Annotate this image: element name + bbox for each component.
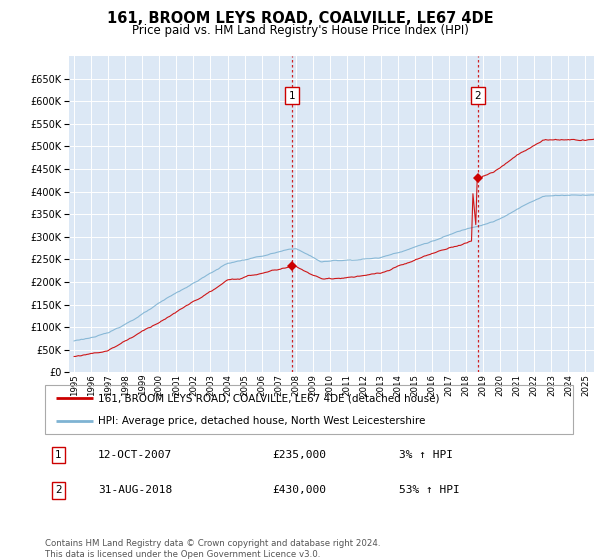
Text: 1: 1: [55, 450, 62, 460]
Text: £430,000: £430,000: [272, 486, 326, 496]
Text: HPI: Average price, detached house, North West Leicestershire: HPI: Average price, detached house, Nort…: [98, 416, 425, 426]
Text: 161, BROOM LEYS ROAD, COALVILLE, LE67 4DE: 161, BROOM LEYS ROAD, COALVILLE, LE67 4D…: [107, 11, 493, 26]
Text: 31-AUG-2018: 31-AUG-2018: [98, 486, 172, 496]
Text: 12-OCT-2007: 12-OCT-2007: [98, 450, 172, 460]
Text: 3% ↑ HPI: 3% ↑ HPI: [399, 450, 453, 460]
Text: 53% ↑ HPI: 53% ↑ HPI: [399, 486, 460, 496]
Text: 2: 2: [55, 486, 62, 496]
Text: 1: 1: [289, 91, 295, 101]
Text: £235,000: £235,000: [272, 450, 326, 460]
Text: Contains HM Land Registry data © Crown copyright and database right 2024.
This d: Contains HM Land Registry data © Crown c…: [45, 539, 380, 559]
Text: 161, BROOM LEYS ROAD, COALVILLE, LE67 4DE (detached house): 161, BROOM LEYS ROAD, COALVILLE, LE67 4D…: [98, 393, 439, 403]
Text: Price paid vs. HM Land Registry's House Price Index (HPI): Price paid vs. HM Land Registry's House …: [131, 24, 469, 36]
Text: 2: 2: [474, 91, 481, 101]
